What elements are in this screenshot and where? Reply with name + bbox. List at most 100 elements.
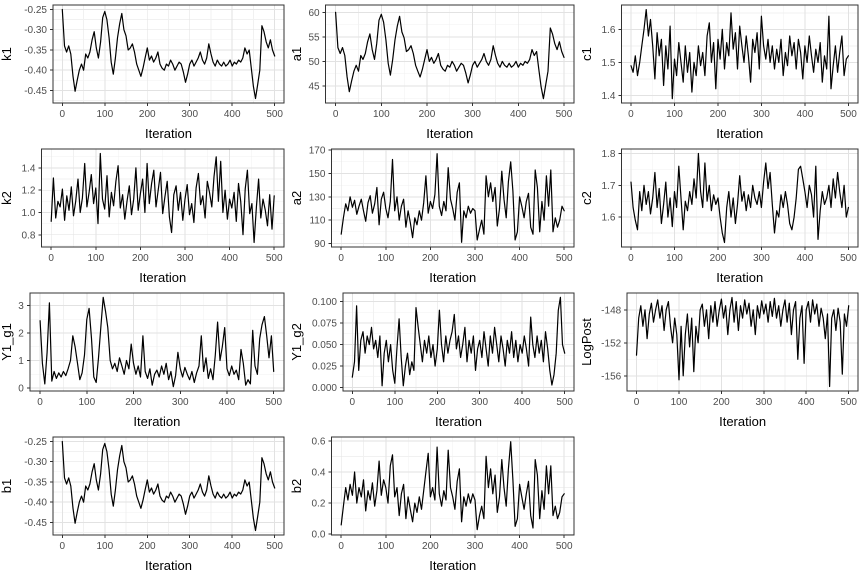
x-tick-label: 200 — [710, 253, 727, 264]
trace-plot-logpost: 0 100 200 300 400 500 -156 -152 -148 Iteration Log… — [580, 288, 864, 432]
chart-svg-k2: 0 100 200 300 400 500 0.8 1.0 1.2 1.4 Iteration k2 — [0, 148, 285, 285]
x-tick-label: 500 — [840, 253, 857, 264]
y-tick-label: -0.30 — [24, 457, 47, 468]
trace-plot-k1: 0 100 200 300 400 500 -0.45 -0.40 -0.35 -0.30 -0.2… — [0, 0, 290, 144]
x-tick-label: 400 — [224, 109, 241, 120]
y-tick-label: 1 — [18, 356, 24, 367]
x-tick-label: 300 — [181, 541, 198, 552]
y-tick-label: 1.4 — [21, 163, 35, 174]
y-tick-label: 55 — [308, 32, 320, 43]
x-axis-title: Iteration — [719, 414, 766, 429]
y-tick-label: 0.2 — [311, 499, 325, 510]
x-tick-label: 100 — [87, 253, 104, 264]
chart-svg-a1: 0 100 200 300 400 500 45 50 55 60 Iteration a1 — [290, 4, 575, 141]
x-tick-label: 100 — [78, 397, 95, 408]
chart-svg-c2: 0 100 200 300 400 500 1.6 1.7 1.8 Iteration c2 — [580, 148, 859, 285]
y-axis-title: k1 — [0, 47, 14, 61]
y-tick-label: -0.45 — [24, 86, 47, 97]
y-tick-label: 1.0 — [21, 208, 35, 219]
x-tick-label: 400 — [798, 397, 815, 408]
x-tick-label: 200 — [429, 397, 446, 408]
y-tick-label: 2 — [18, 329, 24, 340]
trace-line-Y1_g2 — [351, 296, 566, 387]
chart-svg-Y1_g1: 0 100 200 300 400 500 0 1 2 3 Iteration Y1_g1 — [0, 292, 285, 429]
trace-line-b1 — [61, 440, 276, 532]
y-tick-label: 0.025 — [312, 362, 337, 373]
x-tick-label: 100 — [377, 253, 394, 264]
y-axis-title: b1 — [0, 479, 14, 493]
x-tick-label: 500 — [840, 109, 857, 120]
x-tick-label: 100 — [671, 397, 688, 408]
y-axis-title: k2 — [0, 191, 14, 205]
x-tick-label: 400 — [514, 397, 531, 408]
y-tick-label: -0.40 — [24, 66, 47, 77]
x-tick-label: 500 — [265, 397, 282, 408]
x-tick-label: 400 — [511, 253, 528, 264]
trace-plot-a1: 0 100 200 300 400 500 45 50 55 60 Iteration a1 — [290, 0, 580, 144]
x-tick-label: 400 — [511, 541, 528, 552]
y-tick-label: 1.4 — [601, 91, 615, 102]
panel-border — [52, 436, 285, 536]
y-tick-label: 0 — [18, 383, 24, 394]
x-tick-label: 200 — [139, 541, 156, 552]
y-tick-label: -0.25 — [24, 5, 47, 16]
y-tick-label: 110 — [309, 216, 325, 227]
x-tick-label: 500 — [556, 253, 573, 264]
x-axis-title: Iteration — [139, 270, 186, 285]
trace-plot-b1: 0 100 200 300 400 500 -0.45 -0.40 -0.35 -0.30 -0.2… — [0, 432, 290, 576]
x-tick-label: 400 — [224, 541, 241, 552]
x-tick-label: 300 — [172, 397, 189, 408]
x-tick-label: 300 — [467, 253, 484, 264]
x-tick-label: 300 — [753, 109, 770, 120]
chart-svg-b2: 0 100 200 300 400 500 0.0 0.2 0.4 0.6 Iteration b2 — [290, 436, 575, 573]
panel-border — [620, 4, 859, 104]
gridlines — [343, 293, 574, 391]
x-tick-label: 0 — [333, 109, 339, 120]
x-tick-label: 400 — [797, 253, 814, 264]
axes: 0 100 200 300 400 500 0.8 1.0 1.2 1.4 — [21, 163, 282, 264]
x-tick-label: 200 — [422, 253, 439, 264]
x-axis-title: Iteration — [716, 126, 763, 141]
y-tick-label: -0.35 — [24, 477, 47, 488]
y-tick-label: 3 — [18, 301, 24, 312]
y-tick-label: 1.5 — [601, 58, 615, 69]
trace-plot-y1-g2: 0 100 200 300 400 500 0.000 0.025 0.050 0.075 0.10… — [290, 288, 580, 432]
y-tick-label: 50 — [308, 57, 320, 68]
x-tick-label: 300 — [753, 253, 770, 264]
x-axis-title: Iteration — [435, 414, 482, 429]
x-tick-label: 200 — [419, 109, 436, 120]
trace-plot-k2: 0 100 200 300 400 500 0.8 1.0 1.2 1.4 Iteration k2 — [0, 144, 290, 288]
x-tick-label: 0 — [37, 397, 43, 408]
axes: 0 100 200 300 400 500 -0.45 -0.40 -0.35 -0.30 -0.2… — [24, 5, 283, 120]
x-tick-label: 200 — [710, 109, 727, 120]
x-tick-label: 300 — [177, 253, 194, 264]
empty-cell — [580, 432, 864, 576]
y-tick-label: -0.45 — [24, 518, 47, 529]
x-tick-label: 200 — [125, 397, 142, 408]
chart-svg-c1: 0 100 200 300 400 500 1.4 1.5 1.6 Iteration c1 — [580, 4, 859, 141]
x-axis-title: Iteration — [429, 270, 476, 285]
y-tick-label: 0.6 — [311, 436, 325, 447]
x-tick-label: 200 — [139, 109, 156, 120]
y-tick-label: 0.075 — [312, 319, 337, 330]
x-tick-label: 100 — [386, 397, 403, 408]
y-tick-label: -148 — [601, 305, 621, 316]
y-tick-label: -0.25 — [24, 437, 47, 448]
y-tick-label: 1.6 — [601, 213, 615, 224]
x-tick-label: 0 — [628, 109, 634, 120]
x-tick-label: 0 — [338, 253, 344, 264]
trace-line-a2 — [340, 153, 565, 243]
x-tick-label: 0 — [48, 253, 54, 264]
y-tick-label: 0.0 — [311, 530, 325, 541]
y-tick-label: 60 — [308, 8, 320, 19]
trace-line-k2 — [50, 152, 275, 244]
axes: 0 100 200 300 400 500 0 1 2 3 — [18, 301, 282, 408]
y-axis-title: a1 — [290, 47, 304, 61]
y-tick-label: 90 — [314, 239, 326, 250]
x-tick-label: 0 — [634, 397, 640, 408]
panel-border — [325, 4, 575, 104]
x-axis-title: Iteration — [426, 126, 473, 141]
x-tick-label: 0 — [338, 541, 344, 552]
trace-line-c2 — [630, 152, 849, 244]
